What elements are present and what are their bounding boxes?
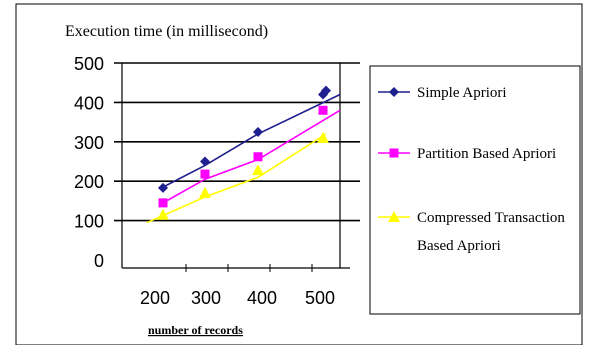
- data-point-0-1: [200, 156, 210, 167]
- y-tick-label-500: 500: [74, 54, 104, 74]
- x-tick-label-300: 300: [191, 288, 221, 308]
- data-point-1-1: [200, 169, 210, 179]
- data-point-1-0: [158, 198, 168, 208]
- series-2: [146, 131, 329, 224]
- y-tick-label-200: 200: [74, 172, 104, 192]
- series-line-1: [162, 109, 341, 204]
- data-point-2-1: [199, 187, 211, 199]
- legend-marker-1: [389, 148, 399, 158]
- x-tick-label-200: 200: [140, 288, 170, 308]
- series-line-2: [146, 133, 327, 224]
- gridlines: [114, 62, 360, 222]
- y-tick-label-0: 0: [94, 251, 104, 271]
- y-tick-label-400: 400: [74, 93, 104, 113]
- legend: Simple Apriori Partition Based Apriori Com…: [378, 85, 565, 254]
- legend-label-2-line-0: Compressed Transaction: [417, 210, 565, 226]
- y-tick-labels: 0 100 200 300 400 500: [74, 54, 104, 271]
- axes: [121, 63, 350, 272]
- y-tick-label-300: 300: [74, 133, 104, 153]
- data-point-0-0: [158, 182, 168, 193]
- legend-marker-0: [389, 87, 399, 97]
- legend-marker-2: [388, 211, 400, 222]
- data-point-0-2: [253, 126, 263, 137]
- chart-title: Execution time (in millisecond): [65, 23, 268, 40]
- data-point-2-2: [252, 164, 264, 176]
- data-point-2-3: [317, 131, 329, 143]
- data-point-0-extra: [321, 85, 331, 96]
- legend-label-1: Partition Based Apriori: [417, 146, 556, 162]
- series-0: [158, 85, 341, 193]
- x-tick-label-400: 400: [247, 288, 277, 308]
- legend-box: [369, 65, 581, 315]
- series-1: [158, 105, 341, 208]
- data-point-1-3: [318, 105, 328, 115]
- data-point-1-2: [253, 152, 263, 162]
- y-tick-label-100: 100: [74, 212, 104, 232]
- x-axis-label: number of records: [148, 323, 243, 337]
- series-group: [146, 85, 341, 224]
- legend-label-2-line-1: Based Apriori: [417, 238, 501, 254]
- data-point-2-0: [157, 208, 169, 220]
- x-tick-label-500: 500: [305, 288, 335, 308]
- series-line-0: [162, 93, 341, 188]
- legend-label-0: Simple Apriori: [417, 85, 507, 101]
- x-tick-labels: 200 300 400 500: [140, 288, 335, 308]
